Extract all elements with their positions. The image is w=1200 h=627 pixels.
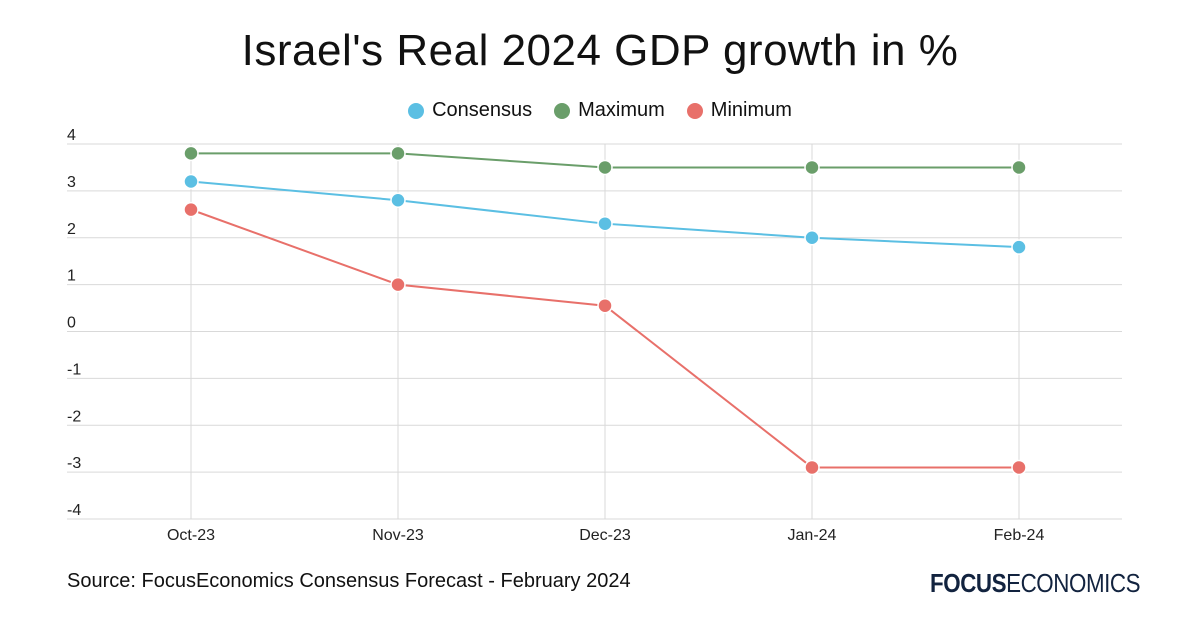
chart-title: Israel's Real 2024 GDP growth in % [241, 26, 959, 75]
data-point-minimum [597, 297, 613, 314]
y-tick-label: 1 [67, 268, 76, 285]
data-point-minimum [804, 459, 820, 476]
data-point-minimum [390, 276, 406, 293]
data-point-maximum [183, 145, 199, 162]
x-tick-label: Jan-24 [788, 527, 837, 544]
legend-swatch-consensus [408, 102, 425, 119]
y-tick-label: 3 [67, 174, 76, 191]
legend-item-consensus[interactable]: Consensus [408, 99, 532, 122]
y-tick-label: 4 [67, 127, 76, 144]
data-point-consensus [804, 230, 820, 246]
legend-label-maximum: Maximum [578, 99, 665, 121]
data-point-consensus [597, 215, 613, 232]
logo-text-focus: FOCUS [930, 568, 1007, 598]
y-tick-label: 2 [67, 221, 76, 238]
data-point-consensus [390, 192, 406, 208]
data-point-maximum [597, 159, 613, 176]
legend-label-minimum: Minimum [710, 99, 792, 121]
legend-item-minimum[interactable]: Minimum [686, 99, 792, 122]
legend-item-maximum[interactable]: Maximum [554, 99, 665, 122]
y-tick-label: -1 [67, 361, 81, 378]
data-point-consensus [183, 173, 199, 190]
legend-swatch-maximum [554, 102, 571, 119]
legend-swatch-minimum [686, 102, 703, 119]
y-tick-label: -2 [67, 408, 81, 425]
brand-logo: FOCUSECONOMICS [930, 568, 1141, 599]
logo-text-economics: ECONOMICS [1006, 568, 1141, 598]
source-note: Source: FocusEconomics Consensus Forecas… [67, 570, 631, 592]
legend: Consensus Maximum Minimum [0, 99, 1200, 122]
y-tick-label: -3 [67, 455, 81, 472]
x-tick-label: Nov-23 [372, 527, 424, 544]
data-point-minimum [1011, 459, 1027, 476]
x-tick-label: Feb-24 [994, 527, 1045, 544]
x-tick-label: Dec-23 [579, 527, 631, 544]
y-tick-label: -4 [67, 502, 81, 519]
data-point-maximum [1011, 159, 1027, 176]
y-tick-label: 0 [67, 315, 76, 332]
data-point-minimum [183, 201, 199, 218]
data-point-maximum [390, 145, 406, 162]
legend-label-consensus: Consensus [432, 99, 533, 121]
data-point-consensus [1011, 239, 1027, 255]
data-point-maximum [804, 159, 820, 176]
x-tick-label: Oct-23 [167, 527, 215, 544]
